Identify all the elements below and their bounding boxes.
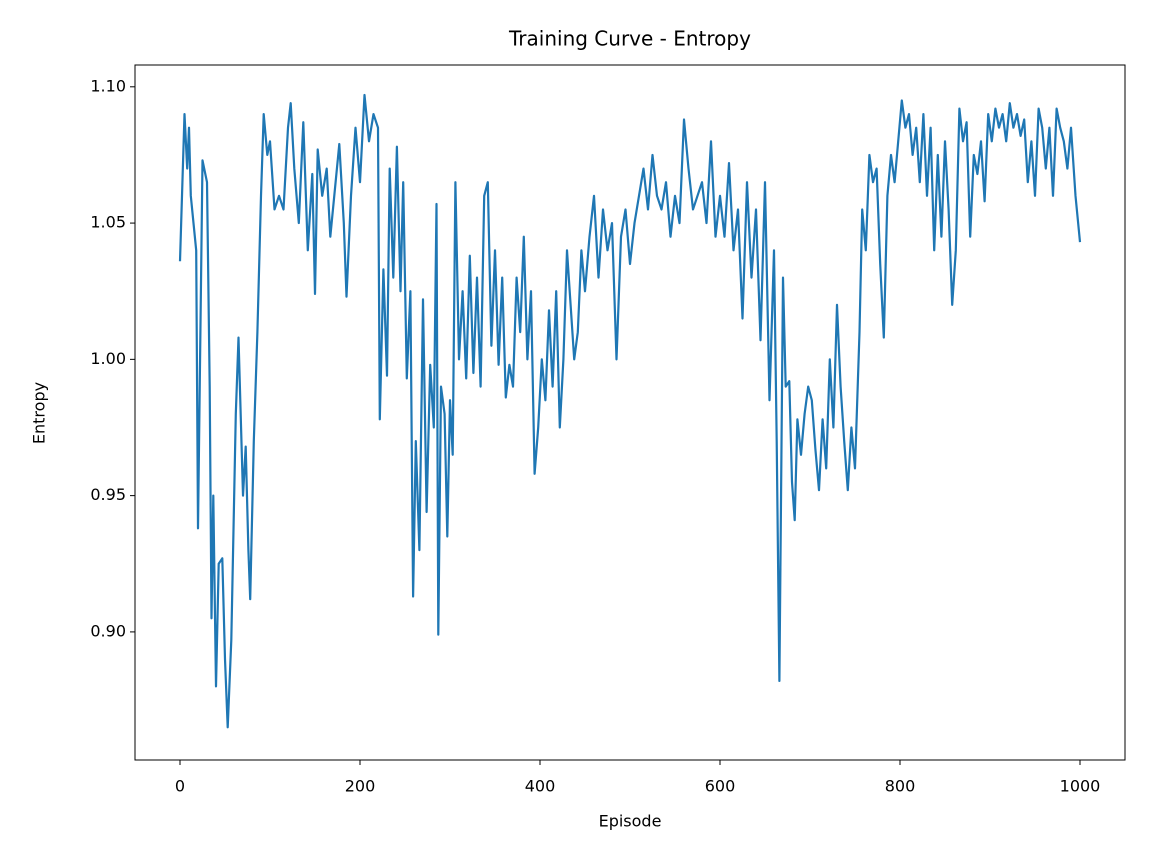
y-tick-label: 1.05 [90,213,126,232]
plot-frame [134,64,1126,761]
x-tick-label: 1000 [1060,777,1101,796]
chart-title: Training Curve - Entropy [508,27,751,51]
x-tick-label: 200 [345,777,376,796]
y-tick-label: 0.95 [90,485,126,504]
x-tick-label: 800 [885,777,916,796]
y-axis-label: Entropy [30,382,49,444]
x-tick-label: 400 [525,777,556,796]
x-tick-label: 0 [175,777,185,796]
y-tick-label: 1.00 [90,349,126,368]
x-axis-label: Episode [599,812,662,831]
x-tick-label: 600 [705,777,736,796]
y-tick-label: 0.90 [90,621,126,640]
line-series [178,93,1082,729]
y-tick-label: 1.10 [90,76,126,95]
